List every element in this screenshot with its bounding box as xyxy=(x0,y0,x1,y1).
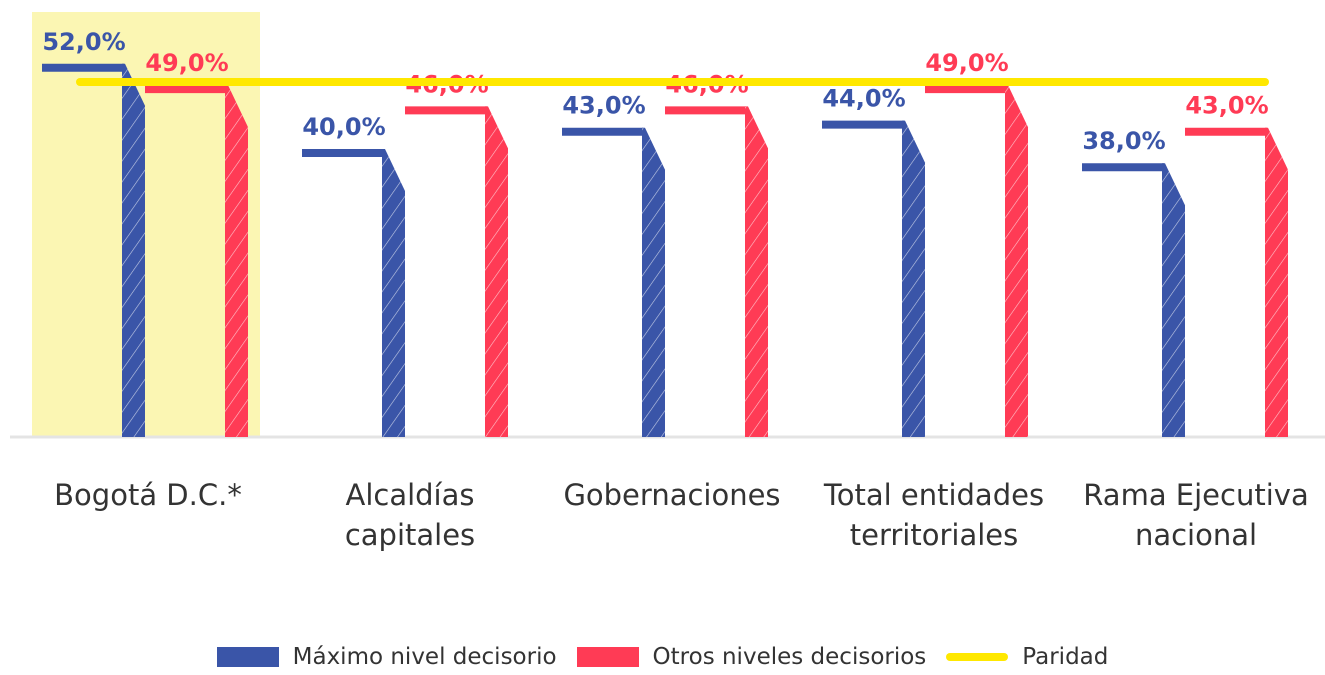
x-tick-label: Total entidades territoriales xyxy=(823,478,1045,552)
legend-label: Paridad xyxy=(1022,644,1109,670)
bar-hatch xyxy=(1162,163,1185,437)
value-label: 43,0% xyxy=(562,92,645,120)
bar-hatch xyxy=(745,106,768,438)
legend-swatch xyxy=(576,647,639,667)
bar-hatch xyxy=(382,149,405,437)
value-label: 40,0% xyxy=(302,113,385,141)
legend-swatch xyxy=(216,647,279,667)
value-label: 52,0% xyxy=(42,28,125,56)
x-tick-label: Alcaldías capitales xyxy=(344,478,476,552)
bar-hatch xyxy=(642,127,665,437)
value-label: 43,0% xyxy=(1185,92,1268,120)
legend-item: Otros niveles decisorios xyxy=(576,644,927,670)
legend-label: Otros niveles decisorios xyxy=(652,644,927,670)
x-tick-label: Rama Ejecutiva nacional xyxy=(1083,478,1309,552)
bar-hatch xyxy=(122,63,145,438)
bar-hatch xyxy=(225,85,248,437)
value-label: 44,0% xyxy=(822,85,905,113)
legend-label: Máximo nivel decisorio xyxy=(292,644,557,670)
x-tick-label: Bogotá D.C.* xyxy=(54,478,242,512)
x-tick-label: Gobernaciones xyxy=(563,478,781,512)
bar-hatch xyxy=(485,106,508,438)
value-label: 38,0% xyxy=(1082,127,1165,155)
legend-swatch xyxy=(946,653,1009,661)
bar-hatch xyxy=(902,120,925,437)
value-label: 49,0% xyxy=(925,49,1008,77)
legend-item: Paridad xyxy=(946,644,1108,670)
legend-item: Máximo nivel decisorio xyxy=(216,644,557,670)
legend: Máximo nivel decisorio Otros niveles deci… xyxy=(0,644,1325,670)
bar-hatch xyxy=(1265,127,1288,437)
bar-hatch xyxy=(1005,85,1028,437)
value-label: 49,0% xyxy=(145,49,228,77)
